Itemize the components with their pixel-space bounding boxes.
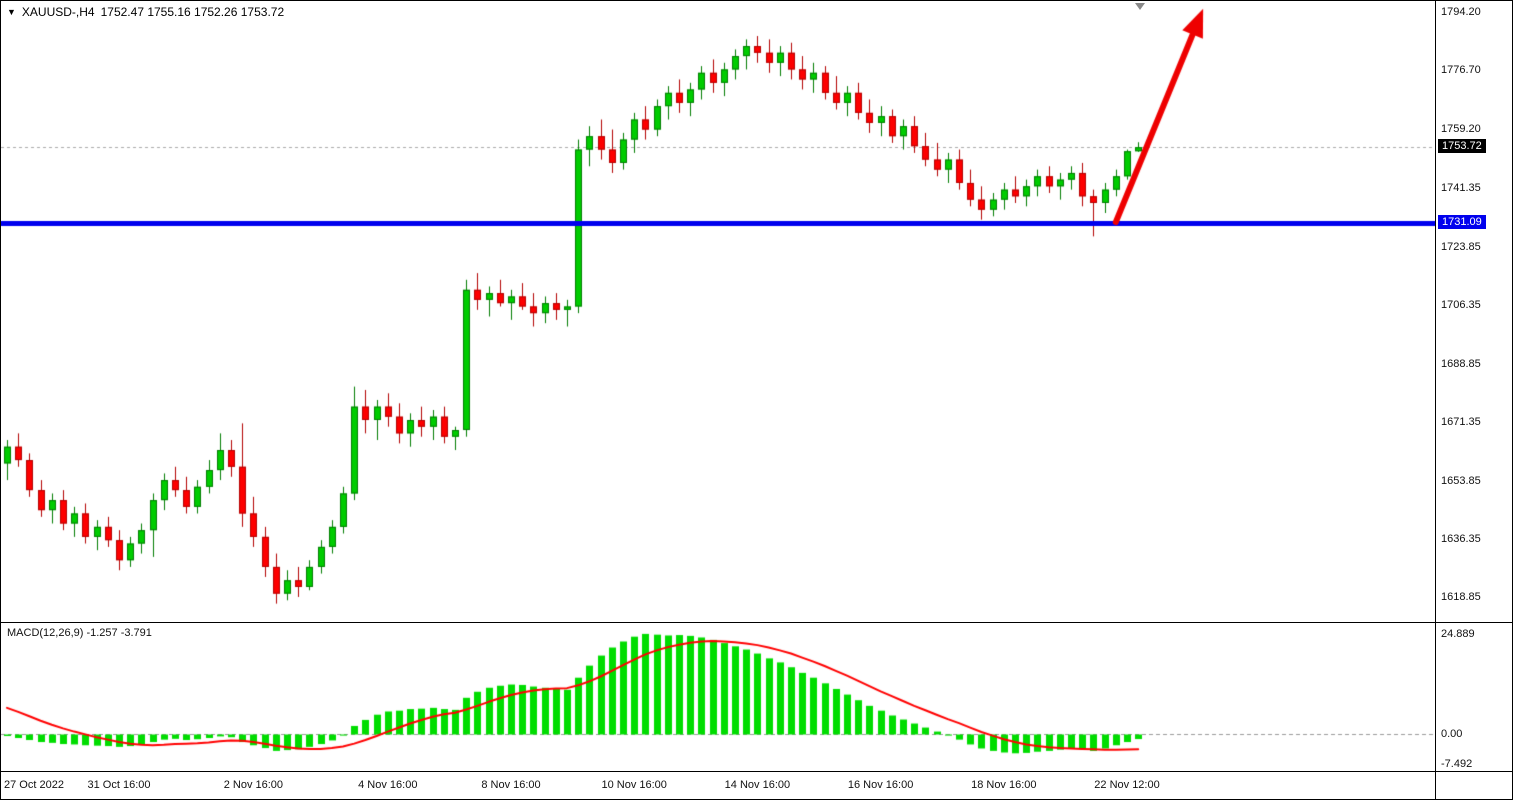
time-axis-label: 31 Oct 16:00 bbox=[87, 779, 151, 791]
macd-indicator-label: MACD(12,26,9) -1.257 -3.791 bbox=[7, 627, 152, 639]
time-axis-label: 14 Nov 16:00 bbox=[724, 779, 791, 791]
time-axis[interactable]: 27 Oct 2022 31 Oct 16:00 2 Nov 16:00 4 Nov … bbox=[1, 772, 1435, 799]
ohlc-values: 1752.47 1755.16 1752.26 1753.72 bbox=[100, 5, 285, 19]
price-axis-label: 1653.85 bbox=[1441, 474, 1481, 487]
chart-header: ▼ XAUUSD-,H4 1752.47 1755.16 1752.26 175… bbox=[7, 5, 284, 19]
price-axis-label: 1618.85 bbox=[1441, 591, 1481, 604]
symbol-dropdown-icon[interactable]: ▼ bbox=[7, 7, 16, 17]
price-axis-label: 1723.85 bbox=[1441, 240, 1481, 253]
time-axis-label: 16 Nov 16:00 bbox=[847, 779, 914, 791]
price-axis-label: 1706.35 bbox=[1441, 299, 1481, 312]
time-axis-label: 8 Nov 16:00 bbox=[481, 779, 541, 791]
price-axis-label: 1688.85 bbox=[1441, 357, 1481, 370]
time-axis-label: 27 Oct 2022 bbox=[4, 779, 64, 791]
panel-divider bbox=[1, 771, 1512, 772]
price-axis-label: 1636.35 bbox=[1441, 533, 1481, 546]
symbol-timeframe-label: XAUUSD-,H4 bbox=[21, 5, 95, 19]
price-chart-canvas[interactable] bbox=[1, 1, 1435, 622]
price-axis-label: 1741.35 bbox=[1441, 182, 1481, 195]
price-axis-label: 1759.20 bbox=[1441, 122, 1481, 135]
price-axis-label: 1794.20 bbox=[1441, 6, 1481, 19]
price-axis-label: 1776.70 bbox=[1441, 64, 1481, 77]
current-price-tag: 1753.72 bbox=[1438, 139, 1486, 154]
time-axis-label: 22 Nov 12:00 bbox=[1094, 779, 1160, 791]
price-axis[interactable]: 1794.20 1776.70 1759.20 1741.35 1723.85 1706.… bbox=[1437, 1, 1512, 799]
time-axis-label: 18 Nov 16:00 bbox=[971, 779, 1037, 791]
time-axis-label: 4 Nov 16:00 bbox=[358, 779, 418, 791]
macd-axis-label: 24.889 bbox=[1441, 627, 1475, 640]
macd-chart-canvas[interactable] bbox=[1, 623, 1435, 771]
hline-price-tag: 1731.09 bbox=[1438, 214, 1486, 229]
time-axis-label: 10 Nov 16:00 bbox=[601, 779, 667, 791]
macd-axis-label: 0.00 bbox=[1441, 728, 1463, 740]
macd-axis-label: -7.492 bbox=[1441, 758, 1473, 771]
panel-divider[interactable] bbox=[1, 622, 1512, 623]
object-anchor-icon[interactable] bbox=[1135, 3, 1145, 10]
price-axis-border bbox=[1435, 1, 1436, 799]
price-axis-label: 1671.35 bbox=[1441, 416, 1481, 429]
time-axis-label: 2 Nov 16:00 bbox=[223, 779, 284, 791]
